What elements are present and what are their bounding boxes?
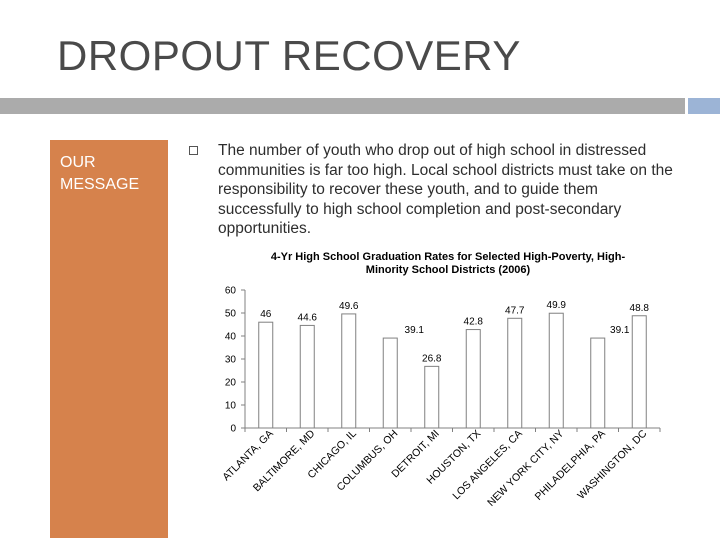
data-label: 26.8 bbox=[422, 353, 442, 364]
category-label: LOS ANGELES, CA bbox=[450, 428, 525, 503]
category-label: PHILADELPHIA, PA bbox=[533, 428, 608, 503]
bar bbox=[548, 312, 564, 429]
chart-title-line: 4-Yr High School Graduation Rates for Se… bbox=[271, 251, 626, 263]
y-tick-label: 20 bbox=[225, 378, 237, 389]
data-label: 49.9 bbox=[547, 300, 567, 311]
header-divider bbox=[0, 98, 685, 114]
data-label: 44.6 bbox=[298, 312, 318, 323]
data-label: 39.1 bbox=[610, 325, 630, 336]
chart-title-line: Minority School Districts (2006) bbox=[366, 264, 531, 276]
data-label: 42.8 bbox=[464, 317, 484, 328]
category-label: NEW YORK CITY, NY bbox=[485, 428, 566, 509]
y-tick-label: 50 bbox=[225, 309, 237, 320]
y-tick-label: 40 bbox=[225, 332, 237, 343]
bar bbox=[382, 337, 398, 429]
header-accent bbox=[688, 98, 720, 114]
category-label: WASHINGTON, DC bbox=[575, 427, 649, 501]
page-title: DROPOUT RECOVERY bbox=[57, 32, 521, 79]
data-label: 46 bbox=[260, 309, 272, 320]
data-label: 39.1 bbox=[405, 325, 425, 336]
data-label: 48.8 bbox=[630, 303, 650, 314]
y-tick-label: 0 bbox=[230, 424, 236, 435]
bar bbox=[631, 315, 647, 429]
y-tick-label: 10 bbox=[225, 401, 237, 412]
y-tick-label: 60 bbox=[225, 286, 237, 297]
message-text: The number of youth who drop out of high… bbox=[218, 142, 673, 237]
side-label: OUR MESSAGE bbox=[60, 154, 140, 193]
bullet-icon bbox=[189, 146, 198, 155]
bar bbox=[424, 365, 440, 429]
bar bbox=[341, 313, 357, 429]
bar bbox=[258, 321, 274, 429]
y-tick-label: 30 bbox=[225, 355, 237, 366]
bar bbox=[507, 317, 523, 429]
bar bbox=[465, 329, 481, 429]
bar bbox=[590, 337, 606, 429]
data-label: 49.6 bbox=[339, 301, 359, 312]
side-panel: OUR MESSAGE bbox=[50, 140, 168, 538]
bar bbox=[299, 324, 315, 429]
data-label: 47.7 bbox=[505, 305, 525, 316]
